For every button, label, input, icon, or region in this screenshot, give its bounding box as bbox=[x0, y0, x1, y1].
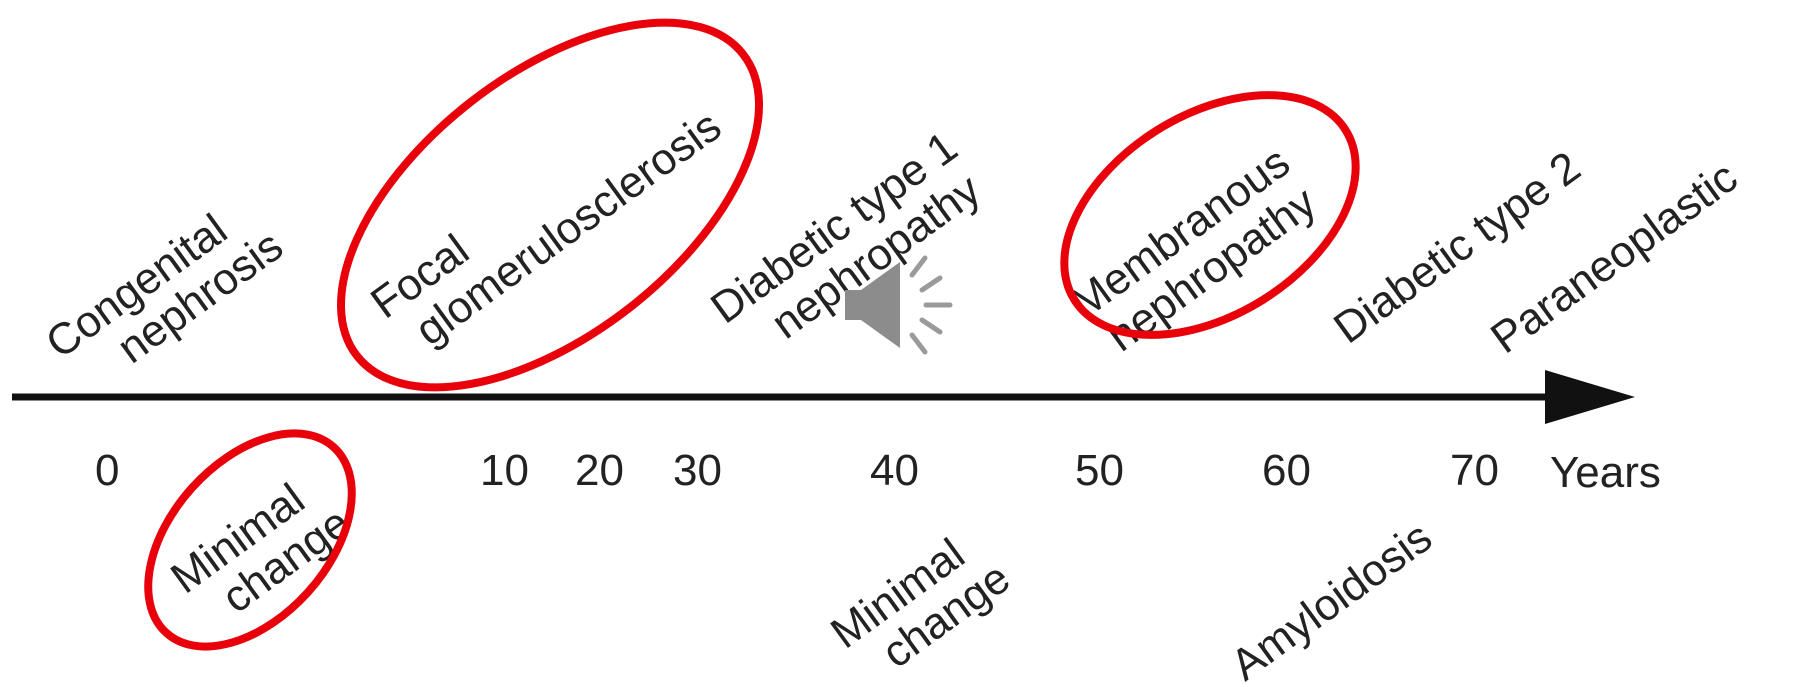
label-amyloidosis: Amyloidosis bbox=[1222, 512, 1441, 687]
tick-40: 40 bbox=[870, 446, 919, 495]
label-minimal-change-adult: Minimal change bbox=[822, 516, 1019, 687]
timeline-arrowhead bbox=[1545, 370, 1635, 424]
tick-10: 10 bbox=[480, 446, 529, 495]
tick-50: 50 bbox=[1075, 446, 1124, 495]
tick-20: 20 bbox=[575, 446, 624, 495]
label-congenital-nephrosis: Congenital nephrosis bbox=[37, 184, 292, 405]
label-focal-glomerulosclerosis: Focal glomerulosclerosis bbox=[362, 63, 730, 367]
label-line: Amyloidosis bbox=[1222, 512, 1441, 687]
tick-0: 0 bbox=[95, 446, 119, 495]
tick-70: 70 bbox=[1450, 446, 1499, 495]
tick-60: 60 bbox=[1262, 446, 1311, 495]
label-line: glomerulosclerosis bbox=[406, 101, 730, 355]
tick-30: 30 bbox=[673, 446, 722, 495]
axis-unit-label: Years bbox=[1550, 448, 1661, 497]
